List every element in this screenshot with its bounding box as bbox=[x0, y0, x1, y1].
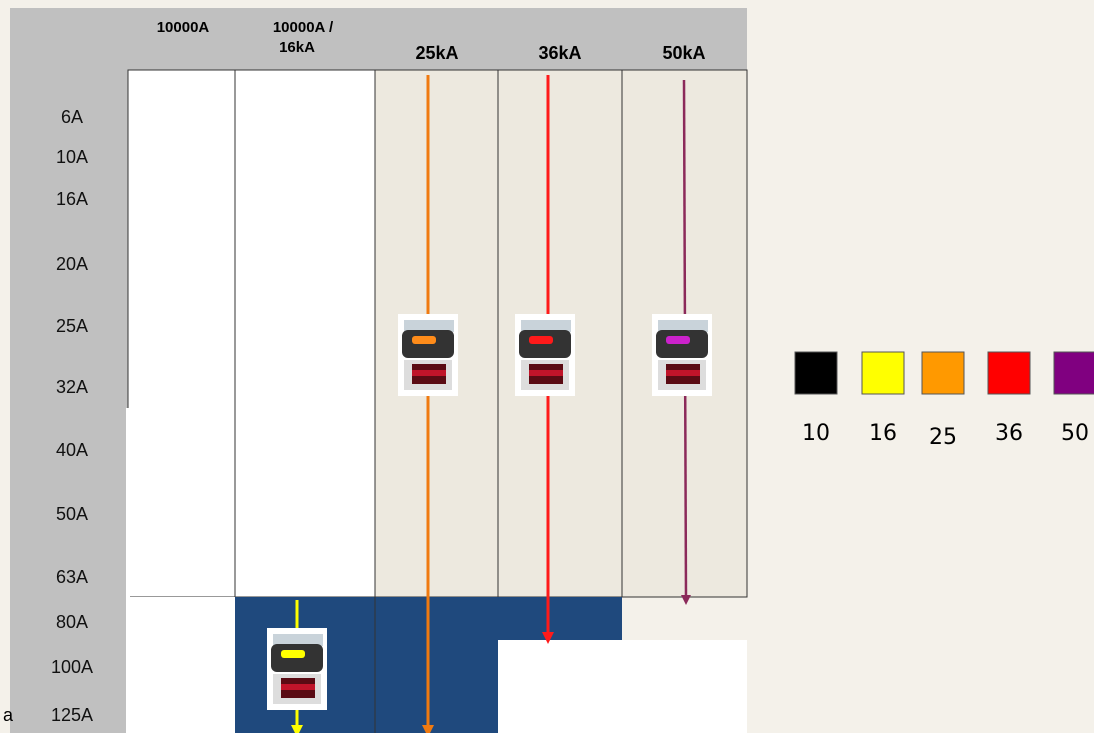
grid bbox=[126, 69, 748, 733]
column-header: 10000A /16kA bbox=[273, 19, 334, 56]
legend-label: 10 bbox=[802, 421, 830, 446]
row-label: 100A bbox=[51, 657, 93, 677]
legend-label: 36 bbox=[995, 421, 1023, 446]
row-label: 40A bbox=[56, 440, 88, 460]
column-header: 10000A bbox=[157, 19, 210, 36]
column-header: 50kA bbox=[662, 43, 705, 63]
column-header: 25kA bbox=[415, 43, 458, 63]
legend-label: 16 bbox=[869, 421, 897, 446]
legend-swatches bbox=[794, 351, 1094, 395]
row-label: 16A bbox=[56, 189, 88, 209]
row-label: 10A bbox=[56, 147, 88, 167]
row-header-band bbox=[10, 8, 128, 733]
column-header-band bbox=[10, 8, 747, 70]
row-label: 32A bbox=[56, 377, 88, 397]
breaker-icons bbox=[267, 314, 712, 710]
row-label: 80A bbox=[56, 612, 88, 632]
column-header: 36kA bbox=[538, 43, 581, 63]
legend-label: 50 bbox=[1061, 421, 1089, 446]
row-label: 20A bbox=[56, 254, 88, 274]
row-label: 63A bbox=[56, 567, 88, 587]
row-label: 6A bbox=[61, 107, 83, 127]
row-label: 25A bbox=[56, 316, 88, 336]
side-text: a bbox=[3, 705, 14, 725]
row-label: 125A bbox=[51, 705, 93, 725]
legend-label: 25 bbox=[929, 425, 957, 450]
row-label: 50A bbox=[56, 504, 88, 524]
